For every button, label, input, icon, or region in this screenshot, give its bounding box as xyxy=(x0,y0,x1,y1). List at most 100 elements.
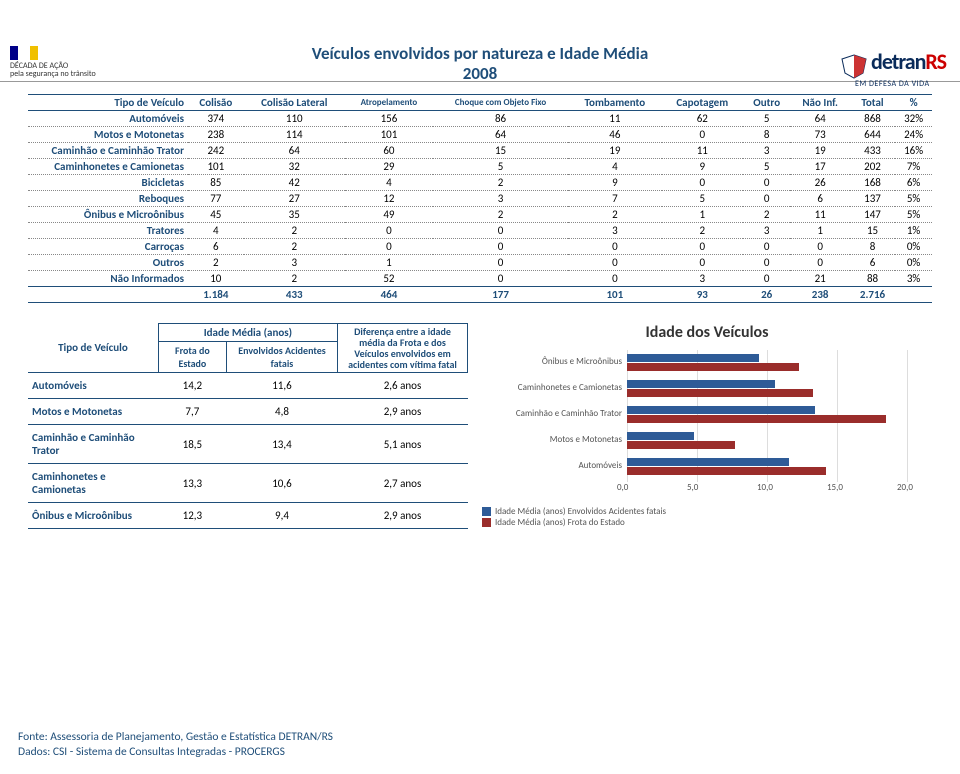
cell: 3 xyxy=(244,255,345,271)
bar-red xyxy=(627,363,799,371)
cell: 9 xyxy=(662,159,743,175)
cell: 17 xyxy=(790,159,849,175)
row-label: Caminhão e Caminhão Trator xyxy=(28,143,188,159)
t2-head-sub1: Frota do Estado xyxy=(158,342,226,373)
cell: 5% xyxy=(895,207,932,223)
cell: 0 xyxy=(568,255,661,271)
cell: 156 xyxy=(345,111,433,127)
total-cell xyxy=(28,287,188,303)
cell: 147 xyxy=(850,207,895,223)
cell: 0 xyxy=(743,271,790,287)
cell: 0 xyxy=(662,127,743,143)
cell: 35 xyxy=(244,207,345,223)
row-label: Ônibus e Microônibus xyxy=(28,207,188,223)
cell: 2,9 anos xyxy=(338,503,468,529)
cell: 10 xyxy=(188,271,244,287)
cell: 32 xyxy=(244,159,345,175)
cell: 11,6 xyxy=(226,373,337,399)
t1-header: Total xyxy=(850,95,895,111)
cell: 14,2 xyxy=(158,373,226,399)
cell: 4 xyxy=(188,223,244,239)
total-cell: 93 xyxy=(662,287,743,303)
cell: 868 xyxy=(850,111,895,127)
table-row: Caminhão e Caminhão Trator24264601519113… xyxy=(28,143,932,159)
chart-vehicle-age: Idade dos Veículos 0,05,010,015,020,0Ôni… xyxy=(482,323,932,529)
cell: 42 xyxy=(244,175,345,191)
cell: 2,6 anos xyxy=(338,373,468,399)
cell: 77 xyxy=(188,191,244,207)
cell: 3 xyxy=(743,143,790,159)
t2-head-diff: Diferença entre a idade média da Frota e… xyxy=(338,324,468,373)
bar-blue xyxy=(627,458,789,466)
cell: 0 xyxy=(743,239,790,255)
bar-red xyxy=(627,415,886,423)
cell: 4 xyxy=(568,159,661,175)
table-row: Motos e Motonetas7,74,82,9 anos xyxy=(28,399,468,425)
table-row: Carroças6200000080% xyxy=(28,239,932,255)
cell: 0 xyxy=(790,239,849,255)
cell: 168 xyxy=(850,175,895,191)
t2-head-group: Idade Média (anos) xyxy=(158,324,337,342)
chart-legend: Idade Média (anos) Envolvidos Acidentes … xyxy=(482,506,932,528)
cell: 644 xyxy=(850,127,895,143)
cell: 62 xyxy=(662,111,743,127)
total-cell: 1.184 xyxy=(188,287,244,303)
chart-title: Idade dos Veículos xyxy=(482,323,932,342)
cell: 3 xyxy=(743,223,790,239)
cell: 88 xyxy=(850,271,895,287)
cell: 2 xyxy=(433,175,568,191)
bar-blue xyxy=(627,380,775,388)
cell: 2 xyxy=(433,207,568,223)
cell: 9,4 xyxy=(226,503,337,529)
row-label: Automóveis xyxy=(28,111,188,127)
chart-category-label: Ônibus e Microônibus xyxy=(482,356,622,367)
cell: 21 xyxy=(790,271,849,287)
cell: 6 xyxy=(850,255,895,271)
row-label: Bicicletas xyxy=(28,175,188,191)
cell: 0 xyxy=(662,239,743,255)
cell: 101 xyxy=(188,159,244,175)
cell: 137 xyxy=(850,191,895,207)
cell: 11 xyxy=(790,207,849,223)
cell: 13,3 xyxy=(158,464,226,503)
cell: 7% xyxy=(895,159,932,175)
cell: 1 xyxy=(790,223,849,239)
cell: 0 xyxy=(790,255,849,271)
cell: 24% xyxy=(895,127,932,143)
row-label: Tratores xyxy=(28,223,188,239)
t1-header: % xyxy=(895,95,932,111)
logo-right: detranRS EM DEFESA DA VIDA xyxy=(839,48,946,89)
table-row: Automóveis14,211,62,6 anos xyxy=(28,373,468,399)
cell: 52 xyxy=(345,271,433,287)
cell: 6 xyxy=(188,239,244,255)
cell: 0 xyxy=(662,175,743,191)
table-row: Reboques772712375061375% xyxy=(28,191,932,207)
legend-swatch-red xyxy=(482,518,491,527)
cell: 1 xyxy=(345,255,433,271)
t1-header: Choque com Objeto Fixo xyxy=(433,95,568,111)
cell: 2 xyxy=(662,223,743,239)
total-cell: 101 xyxy=(568,287,661,303)
table-row: Caminhonetes e Camionetas101322954951720… xyxy=(28,159,932,175)
t1-header: Colisão xyxy=(188,95,244,111)
cell: 2 xyxy=(188,255,244,271)
chart-category-label: Motos e Motonetas xyxy=(482,434,622,445)
cell: 6 xyxy=(790,191,849,207)
logo-left-line2: pela segurança no trânsito xyxy=(10,69,96,79)
cell: 0% xyxy=(895,239,932,255)
cell: 2 xyxy=(568,207,661,223)
t1-header: Não Inf. xyxy=(790,95,849,111)
total-cell: 464 xyxy=(345,287,433,303)
cell: 5 xyxy=(433,159,568,175)
cell: 4 xyxy=(345,175,433,191)
footer-source: Fonte: Assessoria de Planejamento, Gestã… xyxy=(18,730,333,760)
cell: 3 xyxy=(433,191,568,207)
flag-icon xyxy=(10,46,38,60)
cell: 60 xyxy=(345,143,433,159)
row-label: Caminhonetes e Camionetas xyxy=(28,159,188,175)
t1-header: Tombamento xyxy=(568,95,661,111)
t1-header: Outro xyxy=(743,95,790,111)
table-row: Tratores42003231151% xyxy=(28,223,932,239)
cell: 85 xyxy=(188,175,244,191)
total-cell: 433 xyxy=(244,287,345,303)
